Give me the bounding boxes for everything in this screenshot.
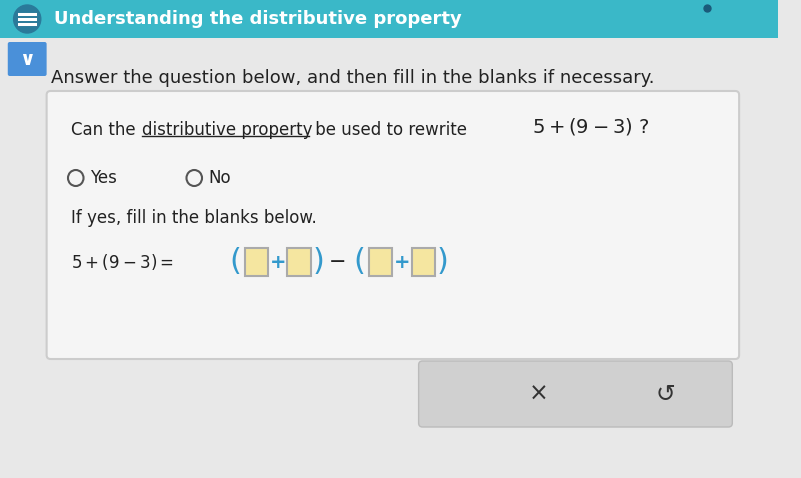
Text: be used to rewrite: be used to rewrite	[310, 121, 467, 139]
FancyBboxPatch shape	[0, 0, 778, 38]
Text: −: −	[329, 252, 347, 272]
Text: ↺: ↺	[655, 382, 675, 406]
Text: ×: ×	[529, 382, 549, 406]
Text: Understanding the distributive property: Understanding the distributive property	[54, 10, 462, 28]
Text: Yes: Yes	[91, 169, 117, 187]
Text: Can the: Can the	[71, 121, 141, 139]
Circle shape	[14, 5, 41, 33]
Text: If yes, fill in the blanks below.: If yes, fill in the blanks below.	[71, 209, 316, 227]
Text: ): )	[437, 248, 449, 276]
Text: Answer the question below, and then fill in the blanks if necessary.: Answer the question below, and then fill…	[50, 69, 654, 87]
FancyBboxPatch shape	[412, 248, 435, 276]
FancyBboxPatch shape	[8, 42, 46, 76]
Text: $5 + (9 - 3) =$: $5 + (9 - 3) =$	[71, 252, 174, 272]
Text: ): )	[312, 248, 324, 276]
FancyBboxPatch shape	[288, 248, 311, 276]
FancyBboxPatch shape	[419, 361, 732, 427]
FancyBboxPatch shape	[46, 91, 739, 359]
Text: ∨: ∨	[19, 50, 35, 68]
Text: No: No	[209, 169, 231, 187]
FancyBboxPatch shape	[369, 248, 392, 276]
Text: +: +	[269, 252, 286, 272]
FancyBboxPatch shape	[245, 248, 268, 276]
Text: +: +	[394, 252, 410, 272]
Text: (: (	[229, 248, 241, 276]
Text: (: (	[353, 248, 365, 276]
Text: distributive property: distributive property	[142, 121, 312, 139]
Text: $5 + (9 - 3)\ ?$: $5 + (9 - 3)\ ?$	[532, 116, 650, 137]
